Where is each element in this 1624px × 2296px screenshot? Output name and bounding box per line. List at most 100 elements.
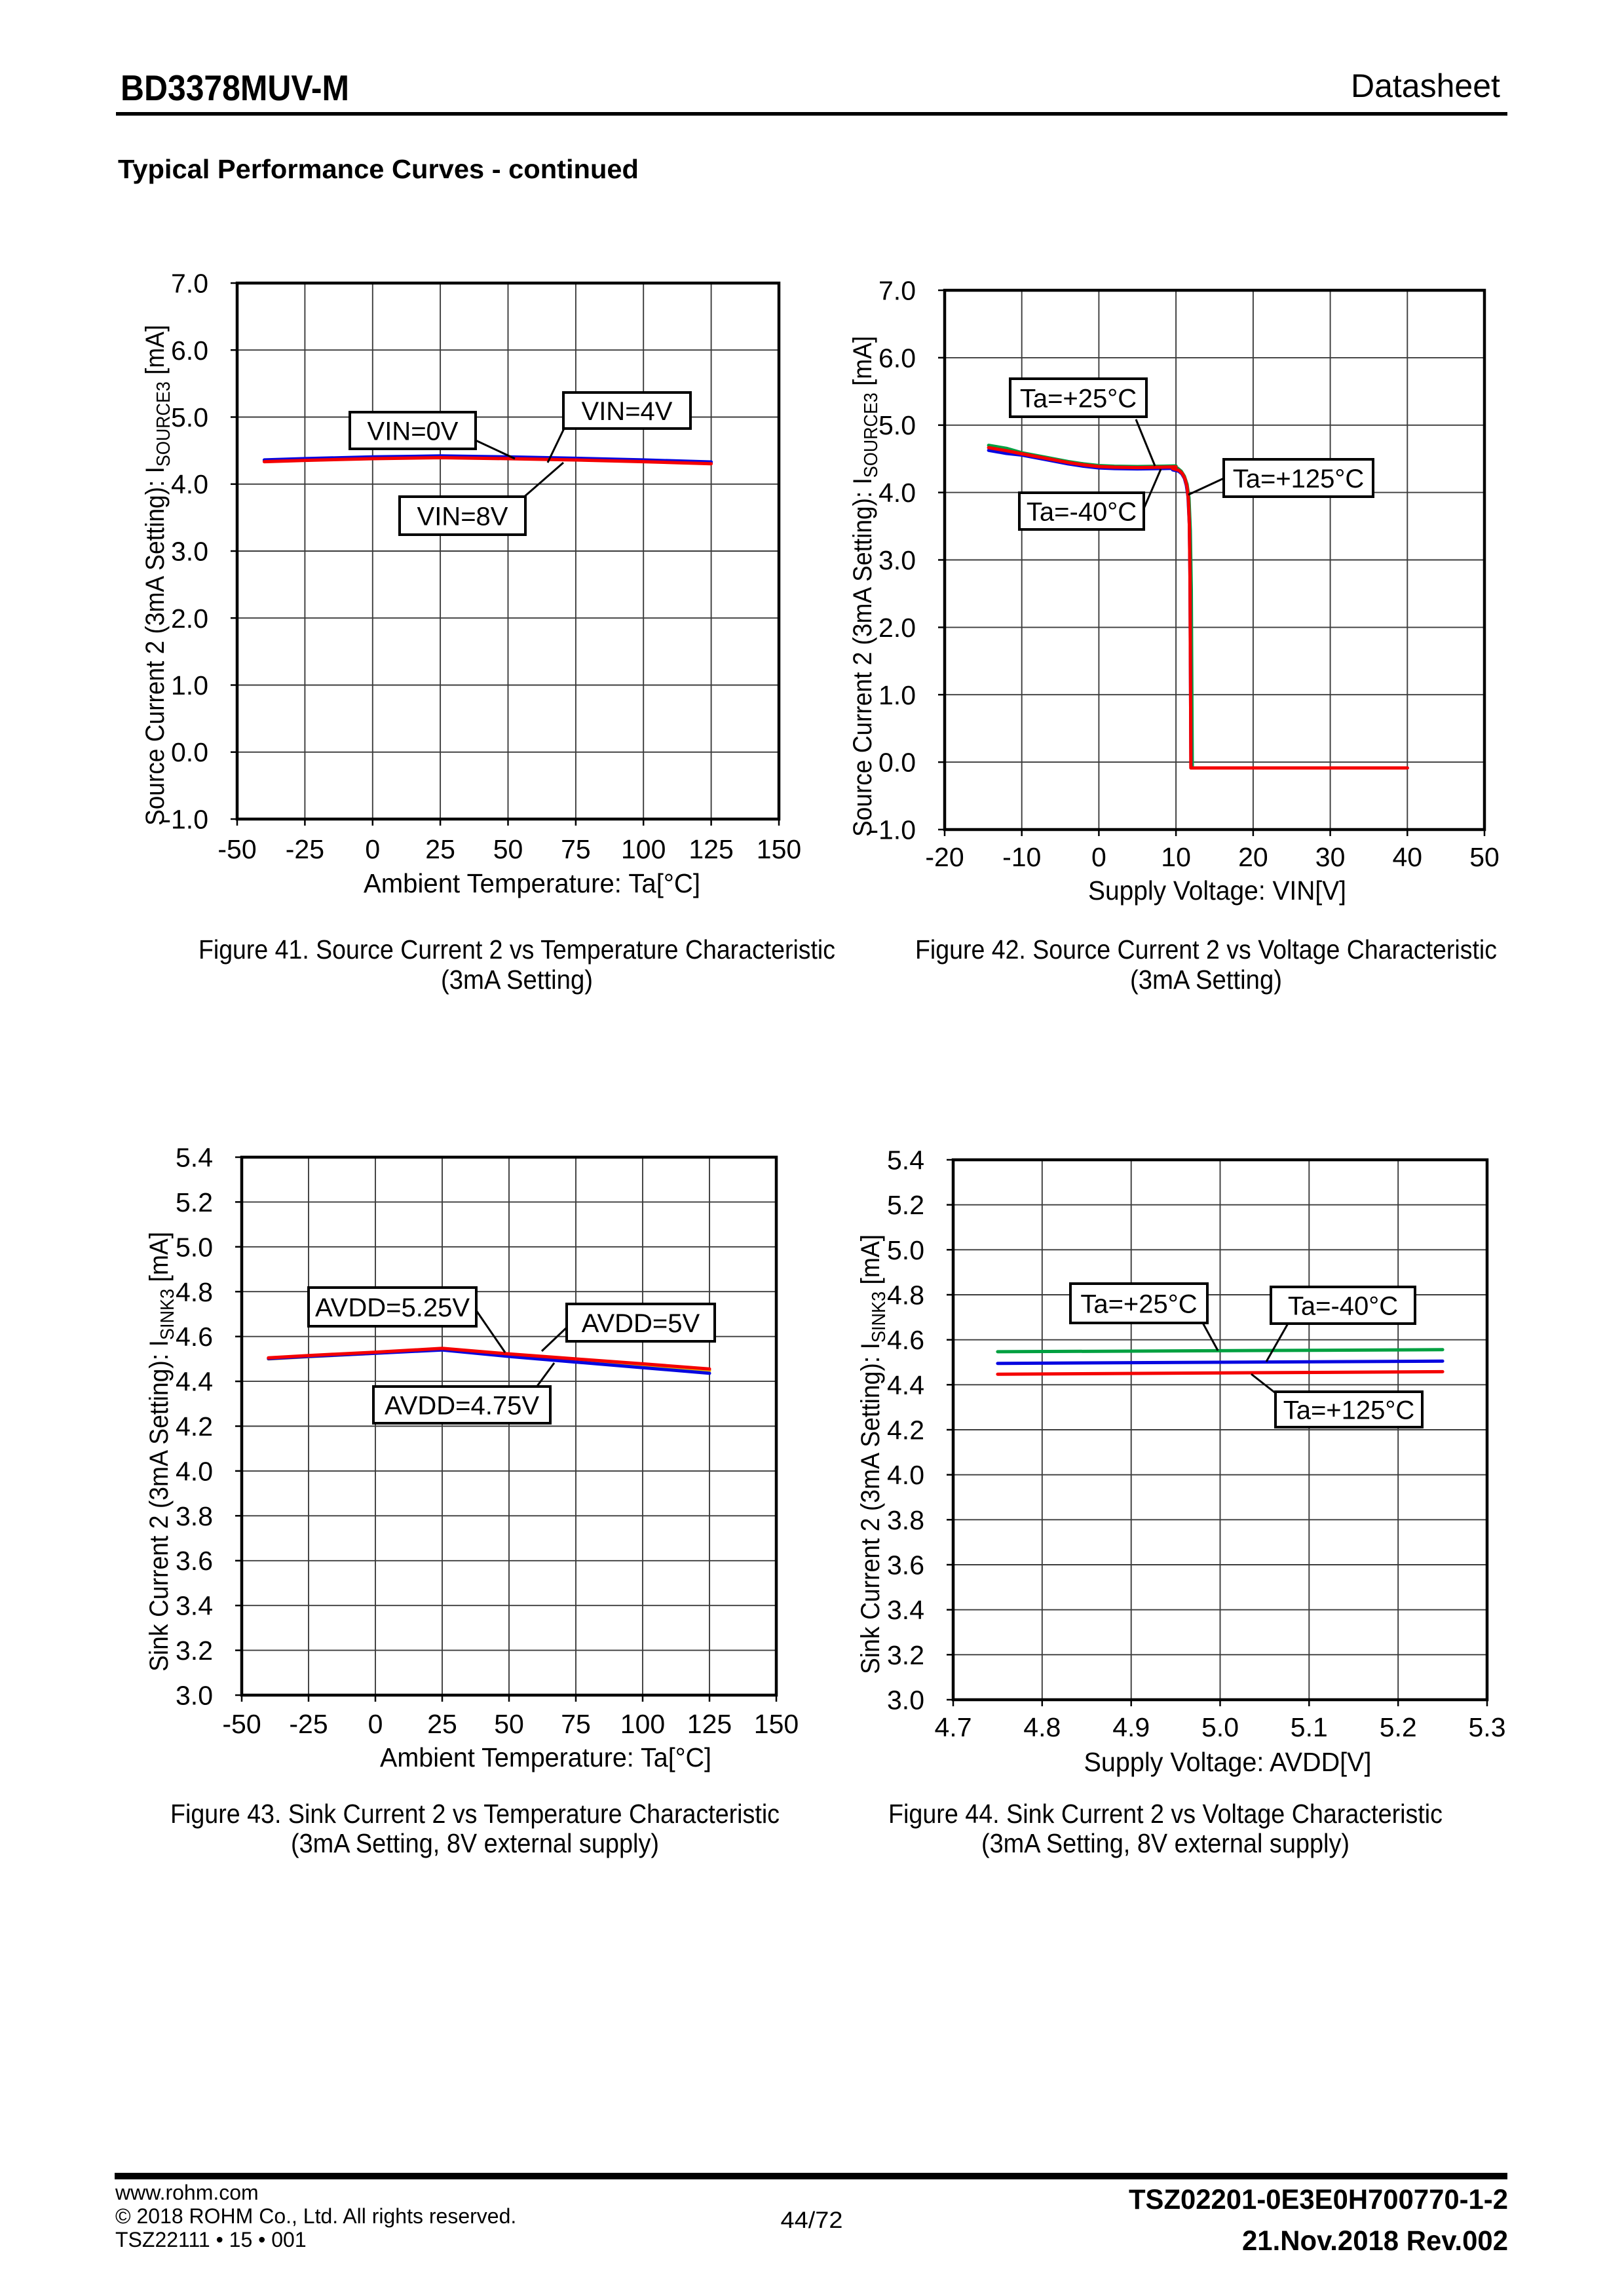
svg-text:5.0: 5.0: [1201, 1712, 1239, 1742]
svg-text:21.Nov.2018 Rev.002: 21.Nov.2018 Rev.002: [1242, 2225, 1508, 2257]
svg-text:4.2: 4.2: [176, 1411, 213, 1442]
svg-text:3.4: 3.4: [176, 1591, 213, 1621]
svg-text:-10: -10: [1002, 842, 1041, 872]
svg-text:(3mA Setting): (3mA Setting): [441, 965, 593, 995]
svg-text:4.6: 4.6: [176, 1322, 213, 1352]
svg-text:4.0: 4.0: [171, 469, 208, 499]
svg-text:100: 100: [621, 834, 666, 864]
svg-text:3.0: 3.0: [878, 545, 916, 575]
svg-text:2.0: 2.0: [878, 613, 916, 643]
svg-text:30: 30: [1315, 842, 1346, 872]
svg-text:6.0: 6.0: [171, 335, 208, 366]
svg-text:4.0: 4.0: [887, 1460, 924, 1490]
svg-text:-1.0: -1.0: [162, 805, 208, 835]
svg-text:4.2: 4.2: [887, 1415, 924, 1445]
svg-text:Supply Voltage: AVDD[V]: Supply Voltage: AVDD[V]: [1084, 1747, 1372, 1777]
svg-text:5.2: 5.2: [176, 1187, 213, 1217]
svg-text:4.8: 4.8: [176, 1277, 213, 1307]
svg-text:75: 75: [561, 1709, 591, 1739]
svg-text:7.0: 7.0: [878, 276, 916, 306]
svg-text:4.4: 4.4: [887, 1370, 924, 1400]
svg-text:AVDD=5.25V: AVDD=5.25V: [315, 1293, 470, 1322]
svg-text:5.0: 5.0: [171, 402, 208, 432]
svg-text:1.0: 1.0: [171, 670, 208, 700]
svg-text:150: 150: [754, 1709, 799, 1739]
svg-text:4.0: 4.0: [878, 478, 916, 508]
svg-text:VIN=4V: VIN=4V: [582, 397, 673, 426]
svg-text:44/72: 44/72: [781, 2208, 843, 2233]
svg-text:125: 125: [687, 1709, 732, 1739]
svg-text:5.2: 5.2: [1380, 1712, 1417, 1742]
svg-text:1.0: 1.0: [878, 680, 916, 710]
svg-text:Ta=+25°C: Ta=+25°C: [1020, 385, 1137, 413]
svg-text:5.4: 5.4: [887, 1145, 924, 1176]
svg-text:5.4: 5.4: [176, 1143, 213, 1173]
svg-text:3.6: 3.6: [176, 1546, 213, 1576]
svg-text:4.8: 4.8: [887, 1280, 924, 1311]
svg-text:6.0: 6.0: [878, 343, 916, 373]
svg-text:125: 125: [689, 834, 733, 864]
svg-text:50: 50: [1469, 842, 1500, 872]
svg-text:5.1: 5.1: [1291, 1712, 1328, 1742]
svg-text:4.6: 4.6: [887, 1325, 924, 1355]
svg-text:3.0: 3.0: [171, 537, 208, 567]
svg-text:BD3378MUV-M: BD3378MUV-M: [121, 67, 349, 108]
svg-text:-50: -50: [217, 834, 256, 864]
svg-text:3.2: 3.2: [887, 1640, 924, 1670]
svg-text:3.4: 3.4: [887, 1595, 924, 1625]
svg-text:5.2: 5.2: [887, 1190, 924, 1220]
svg-text:4.7: 4.7: [935, 1712, 972, 1742]
svg-text:-1.0: -1.0: [869, 815, 916, 845]
svg-text:3.6: 3.6: [887, 1550, 924, 1580]
svg-text:Ta=-40°C: Ta=-40°C: [1288, 1292, 1398, 1321]
svg-text:Supply Voltage: VIN[V]: Supply Voltage: VIN[V]: [1088, 875, 1346, 906]
svg-text:5.0: 5.0: [176, 1232, 213, 1262]
svg-text:20: 20: [1238, 842, 1268, 872]
svg-text:0: 0: [365, 834, 380, 864]
svg-text:50: 50: [493, 834, 523, 864]
svg-text:Ambient Temperature: Ta[°C]: Ambient Temperature: Ta[°C]: [364, 868, 700, 898]
svg-text:Figure 44. Sink Current 2 vs V: Figure 44. Sink Current 2 vs Voltage Cha…: [888, 1799, 1443, 1829]
svg-text:40: 40: [1392, 842, 1422, 872]
svg-text:5.3: 5.3: [1469, 1712, 1506, 1742]
svg-text:Figure 43. Sink Current 2 vs T: Figure 43. Sink Current 2 vs Temperature…: [170, 1799, 780, 1829]
svg-text:3.0: 3.0: [887, 1685, 924, 1715]
svg-text:Figure 42. Source Current 2 vs: Figure 42. Source Current 2 vs Voltage C…: [915, 934, 1497, 965]
svg-text:3.8: 3.8: [176, 1501, 213, 1531]
svg-text:Ta=+125°C: Ta=+125°C: [1233, 465, 1365, 493]
svg-text:4.0: 4.0: [176, 1456, 213, 1486]
svg-text:AVDD=4.75V: AVDD=4.75V: [385, 1392, 539, 1421]
svg-text:(3mA Setting, 8V external supp: (3mA Setting, 8V external supply): [981, 1828, 1350, 1858]
svg-text:AVDD=5V: AVDD=5V: [582, 1309, 700, 1338]
svg-text:4.4: 4.4: [176, 1367, 213, 1397]
svg-text:75: 75: [561, 834, 591, 864]
svg-text:Ambient Temperature: Ta[°C]: Ambient Temperature: Ta[°C]: [380, 1742, 711, 1772]
svg-text:0: 0: [1091, 842, 1106, 872]
svg-text:© 2018 ROHM Co., Ltd. All righ: © 2018 ROHM Co., Ltd. All rights reserve…: [115, 2204, 516, 2228]
svg-text:(3mA Setting, 8V external supp: (3mA Setting, 8V external supply): [291, 1828, 659, 1858]
svg-text:0: 0: [368, 1709, 383, 1739]
svg-text:TSZ02201-0E3E0H700770-1-2: TSZ02201-0E3E0H700770-1-2: [1129, 2184, 1508, 2215]
svg-text:-25: -25: [289, 1709, 328, 1739]
svg-text:25: 25: [425, 834, 455, 864]
svg-text:3.2: 3.2: [176, 1636, 213, 1666]
svg-text:Datasheet: Datasheet: [1351, 67, 1500, 104]
svg-text:150: 150: [757, 834, 801, 864]
svg-text:100: 100: [620, 1709, 665, 1739]
svg-text:7.0: 7.0: [171, 269, 208, 299]
svg-text:www.rohm.com: www.rohm.com: [115, 2181, 259, 2204]
svg-text:4.9: 4.9: [1112, 1712, 1150, 1742]
svg-text:Ta=-40°C: Ta=-40°C: [1027, 498, 1137, 527]
svg-text:VIN=0V: VIN=0V: [368, 417, 459, 446]
svg-text:-25: -25: [286, 834, 324, 864]
svg-text:Typical Performance Curves - c: Typical Performance Curves - continued: [118, 154, 639, 184]
svg-text:25: 25: [427, 1709, 457, 1739]
svg-text:Ta=+125°C: Ta=+125°C: [1283, 1396, 1415, 1425]
svg-text:5.0: 5.0: [887, 1235, 924, 1265]
svg-text:3.8: 3.8: [887, 1505, 924, 1535]
svg-text:5.0: 5.0: [878, 410, 916, 440]
svg-text:VIN=8V: VIN=8V: [417, 503, 508, 531]
svg-text:-50: -50: [222, 1709, 261, 1739]
svg-text:3.0: 3.0: [176, 1681, 213, 1711]
svg-text:TSZ22111 • 15 • 001: TSZ22111 • 15 • 001: [115, 2228, 307, 2251]
